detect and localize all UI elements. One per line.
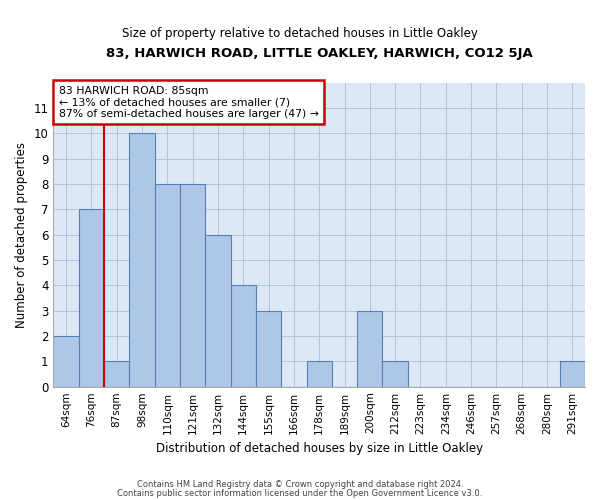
Bar — [560, 362, 585, 386]
Bar — [382, 362, 408, 386]
Title: 83, HARWICH ROAD, LITTLE OAKLEY, HARWICH, CO12 5JA: 83, HARWICH ROAD, LITTLE OAKLEY, HARWICH… — [106, 48, 533, 60]
Bar — [230, 286, 256, 386]
Bar — [130, 133, 155, 386]
Text: Size of property relative to detached houses in Little Oakley: Size of property relative to detached ho… — [122, 28, 478, 40]
Text: Contains HM Land Registry data © Crown copyright and database right 2024.: Contains HM Land Registry data © Crown c… — [137, 480, 463, 489]
Text: Contains public sector information licensed under the Open Government Licence v3: Contains public sector information licen… — [118, 488, 482, 498]
Bar — [256, 310, 281, 386]
Bar — [155, 184, 180, 386]
Bar — [104, 362, 130, 386]
Bar — [205, 234, 230, 386]
Bar — [307, 362, 332, 386]
Y-axis label: Number of detached properties: Number of detached properties — [15, 142, 28, 328]
Bar — [357, 310, 382, 386]
X-axis label: Distribution of detached houses by size in Little Oakley: Distribution of detached houses by size … — [155, 442, 483, 455]
Bar — [79, 209, 104, 386]
Bar — [180, 184, 205, 386]
Text: 83 HARWICH ROAD: 85sqm
← 13% of detached houses are smaller (7)
87% of semi-deta: 83 HARWICH ROAD: 85sqm ← 13% of detached… — [59, 86, 319, 118]
Bar — [53, 336, 79, 386]
